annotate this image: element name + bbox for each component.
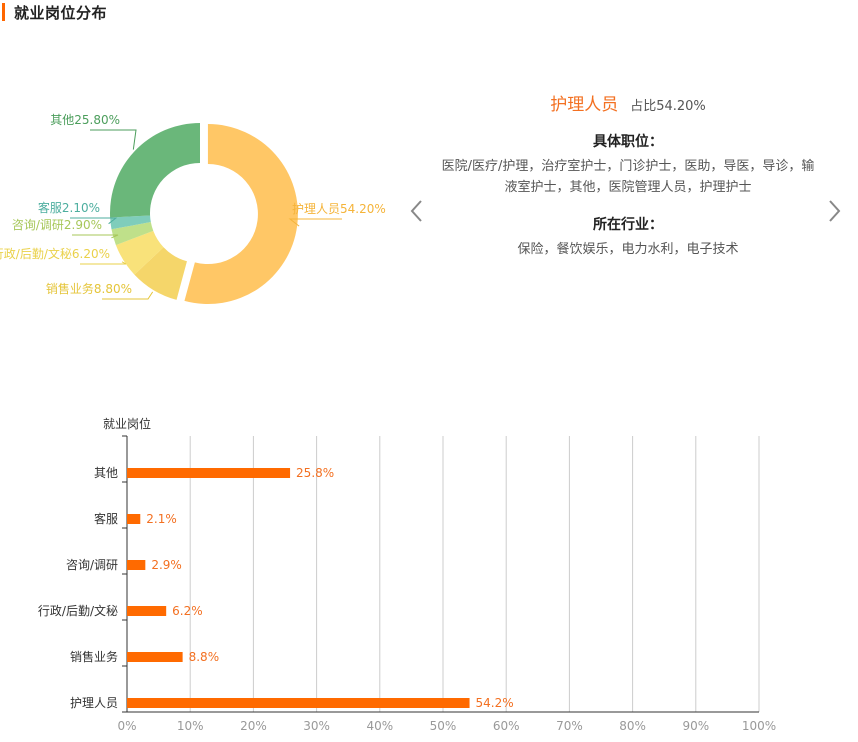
donut-label: 咨询/调研2.90% bbox=[12, 217, 102, 232]
donut-leader-line bbox=[90, 129, 137, 150]
y-axis-title: 就业岗位 bbox=[103, 416, 151, 431]
bar-value-label: 2.9% bbox=[151, 558, 182, 572]
bar bbox=[127, 606, 167, 616]
donut-leader-line bbox=[70, 217, 118, 225]
donut-leader-line bbox=[288, 218, 342, 227]
x-tick-label: 90% bbox=[682, 719, 709, 733]
chevron-left-icon bbox=[410, 200, 422, 222]
x-tick-label: 50% bbox=[430, 719, 457, 733]
x-tick-label: 70% bbox=[556, 719, 583, 733]
bar bbox=[127, 560, 146, 570]
positions-text: 医院/医疗/护理，治疗室护士，门诊护士，医助，导医，导诊，输液室护士，其他，医院… bbox=[441, 159, 815, 195]
donut-leader-line bbox=[80, 261, 127, 265]
donut-label: 护理人员54.20% bbox=[292, 202, 386, 216]
positions-label: 具体职位： bbox=[593, 134, 663, 150]
x-tick-label: 10% bbox=[177, 719, 204, 733]
donut-label: 销售业务8.80% bbox=[46, 281, 132, 296]
page-title: 就业岗位分布 bbox=[14, 3, 108, 22]
x-tick-label: 60% bbox=[493, 719, 520, 733]
bar-chart: 就业岗位 0% 10% 20% 30% 40% 50% 60% 70% 80% 90% 100% 其他 2… bbox=[38, 416, 776, 733]
donut-leader-line bbox=[102, 291, 154, 300]
donut-slice-2 bbox=[134, 247, 187, 300]
title-accent-bar bbox=[2, 3, 5, 21]
selected-position-name: 护理人员 bbox=[550, 95, 619, 115]
bar-value-label: 6.2% bbox=[172, 604, 203, 618]
donut-slice-5 bbox=[110, 215, 151, 230]
donut-chart: 护理人员54.20% 销售业务8.80% 行政/后勤/文秘6.20% 咨询/调研2.9… bbox=[0, 113, 386, 305]
donut-label: 行政/后勤/文秘6.20% bbox=[0, 246, 110, 261]
donut-slice-3 bbox=[115, 230, 164, 275]
chevron-right-icon bbox=[829, 200, 841, 222]
y-tick-label: 行政/后勤/文秘 bbox=[38, 603, 118, 618]
donut-label: 客服2.10% bbox=[38, 200, 100, 215]
y-tick-label: 护理人员 bbox=[70, 696, 118, 710]
x-tick-label: 20% bbox=[240, 719, 267, 733]
y-tick-label: 其他 bbox=[94, 466, 118, 480]
x-tick-label: 0% bbox=[117, 719, 136, 733]
donut-slice-6 bbox=[109, 123, 200, 218]
bar-value-label: 8.8% bbox=[189, 650, 220, 664]
bar bbox=[127, 652, 183, 662]
bar-value-label: 2.1% bbox=[146, 512, 177, 526]
bar bbox=[127, 468, 291, 478]
selected-slice-header: 护理人员 占比54.20% bbox=[440, 90, 816, 115]
bar bbox=[127, 514, 141, 524]
donut-slice-1 bbox=[184, 124, 298, 305]
y-tick-label: 销售业务 bbox=[70, 649, 118, 664]
bar-value-label: 25.8% bbox=[296, 466, 334, 480]
prev-button[interactable] bbox=[408, 197, 426, 225]
industry-text: 保险，餐饮娱乐，电力水利，电子技术 bbox=[517, 242, 739, 257]
position-info-panel: 护理人员 占比54.20% 具体职位： 医院/医疗/护理，治疗室护士，门诊护士，… bbox=[440, 90, 816, 260]
bar bbox=[127, 698, 470, 708]
donut-leader-line bbox=[72, 234, 119, 239]
x-tick-label: 100% bbox=[742, 719, 776, 733]
selected-position-ratio: 占比54.20% bbox=[630, 99, 706, 114]
x-tick-label: 40% bbox=[366, 719, 393, 733]
x-tick-label: 30% bbox=[303, 719, 330, 733]
y-tick-label: 客服 bbox=[94, 511, 118, 526]
y-tick-label: 咨询/调研 bbox=[66, 557, 118, 572]
donut-slice-4 bbox=[111, 222, 154, 246]
section-header: 就业岗位分布 bbox=[0, 0, 107, 24]
x-tick-label: 80% bbox=[619, 719, 646, 733]
next-button[interactable] bbox=[825, 197, 843, 225]
industry-label: 所在行业： bbox=[593, 217, 663, 233]
donut-label: 其他25.80% bbox=[50, 113, 120, 127]
bar-value-label: 54.2% bbox=[476, 696, 514, 710]
